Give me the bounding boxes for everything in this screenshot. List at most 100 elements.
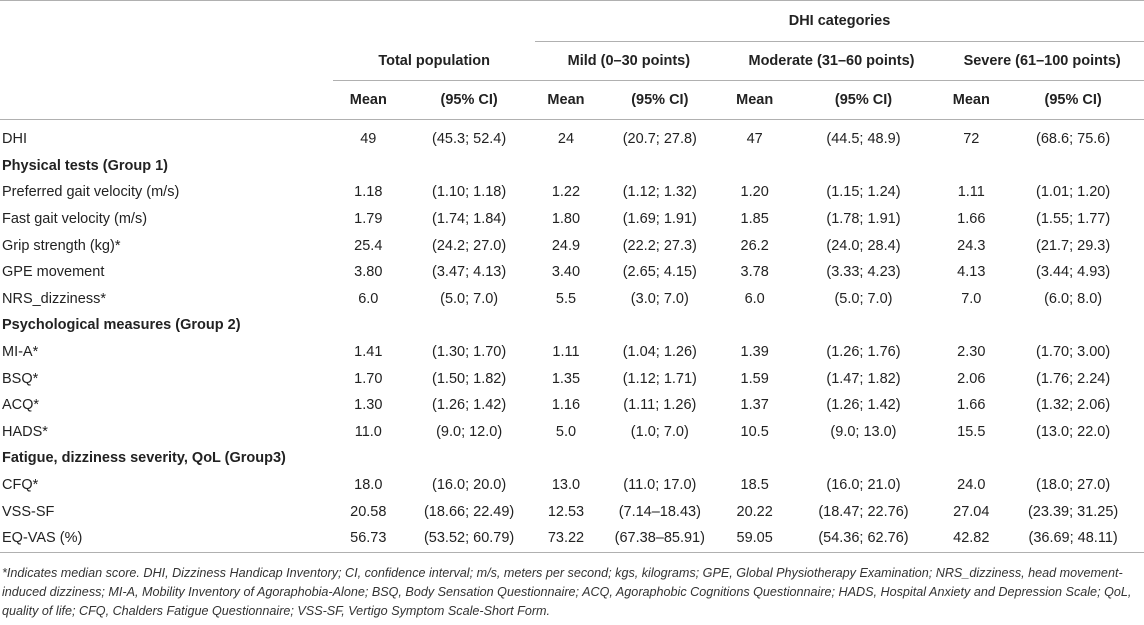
row-label: NRS_dizziness* [2, 290, 106, 307]
ci-cell: (45.3; 52.4) [432, 131, 507, 148]
ci-cell: (1.47; 1.82) [826, 370, 901, 387]
ci-cell: (24.2; 27.0) [432, 237, 507, 254]
ci-cell: (2.65; 4.15) [622, 264, 697, 281]
ci-header: (95% CI) [1002, 80, 1144, 120]
table-row: DHI 49 (45.3; 52.4) 24 (20.7; 27.8) 47 (44.5; … [0, 126, 1144, 153]
ci-cell: (23.39; 31.25) [1027, 503, 1119, 520]
mean-cell: 1.22 [551, 184, 581, 201]
ci-cell: (1.74; 1.84) [432, 211, 507, 228]
ci-cell: (1.12; 1.32) [622, 184, 697, 201]
ci-cell: (18.47; 22.76) [818, 503, 909, 520]
mean-cell: 25.4 [354, 237, 383, 254]
ci-cell: (13.0; 22.0) [1036, 423, 1111, 440]
mean-cell: 2.30 [957, 344, 986, 361]
mean-cell: 13.0 [551, 477, 581, 494]
mean-cell: 24.9 [551, 237, 581, 254]
mean-cell: 47 [746, 131, 763, 148]
section-row: Psychological measures (Group 2) [0, 312, 1144, 339]
ci-cell: (1.69; 1.91) [622, 211, 697, 228]
row-label: VSS-SF [2, 503, 55, 520]
ci-cell: (1.01; 1.20) [1036, 184, 1111, 201]
ci-header: (95% CI) [786, 80, 941, 120]
ci-cell: (53.52; 60.79) [403, 524, 535, 553]
row-label: MI-A* [2, 344, 39, 361]
mean-cell: 1.59 [740, 370, 769, 387]
ci-cell: (36.69; 48.11) [1002, 524, 1144, 553]
ci-cell: (1.11; 1.26) [623, 397, 697, 414]
ci-cell: (1.55; 1.77) [1036, 211, 1111, 228]
mean-cell: 1.30 [354, 397, 383, 414]
mean-cell: 1.41 [354, 344, 383, 361]
ci-cell: (1.30; 1.70) [432, 344, 507, 361]
section-row: Fatigue, dizziness severity, QoL (Group3… [0, 445, 1144, 472]
table-row: Grip strength (kg)* 25.4 (24.2; 27.0) 24.9 (… [0, 232, 1144, 259]
mean-cell: 6.0 [358, 290, 379, 307]
ci-cell: (3.47; 4.13) [432, 264, 507, 281]
ci-cell: (1.12; 1.71) [622, 370, 697, 387]
mean-cell: 12.53 [547, 503, 585, 520]
mean-cell: 5.0 [555, 423, 577, 440]
ci-cell: (5.0; 7.0) [440, 290, 499, 307]
mean-cell: 1.79 [354, 211, 383, 228]
ci-cell: (9.0; 13.0) [830, 423, 897, 440]
row-label: ACQ* [2, 397, 40, 414]
ci-header: (95% CI) [596, 80, 723, 120]
mean-cell: 1.66 [957, 397, 986, 414]
mean-header: Mean [535, 80, 597, 120]
column-total-population: Total population [333, 41, 535, 81]
header-row-group: DHI categories [0, 0, 1144, 42]
mean-cell: 4.13 [957, 264, 986, 281]
mean-cell: 20.22 [736, 503, 773, 520]
table-row: Preferred gait velocity (m/s) 1.18 (1.10; … [0, 179, 1144, 206]
mean-cell: 1.66 [957, 211, 986, 228]
mean-cell: 10.5 [740, 423, 769, 440]
mean-cell: 20.58 [350, 503, 387, 520]
mean-cell: 7.0 [961, 290, 982, 307]
section-row: Physical tests (Group 1) [0, 153, 1144, 180]
mean-cell: 18.5 [740, 477, 769, 494]
header-row-stats: Mean (95% CI) Mean (95% CI) Mean (95% CI… [0, 80, 1144, 120]
mean-header: Mean [940, 80, 1003, 120]
ci-cell: (1.32; 2.06) [1036, 397, 1111, 414]
table-row: CFQ* 18.0 (16.0; 20.0) 13.0 (11.0; 17.0) 18.5… [0, 472, 1144, 499]
row-label: Preferred gait velocity (m/s) [2, 184, 180, 201]
mean-cell: 49 [360, 131, 377, 148]
ci-cell: (5.0; 7.0) [834, 290, 893, 307]
mean-cell: 24.0 [957, 477, 986, 494]
ci-header: (95% CI) [403, 80, 535, 120]
ci-cell: (1.0; 7.0) [630, 423, 689, 440]
dhi-categories-heading: DHI categories [535, 0, 1144, 42]
ci-cell: (18.0; 27.0) [1036, 477, 1111, 494]
ci-cell: (44.5; 48.9) [826, 131, 901, 148]
mean-cell: 1.11 [552, 344, 580, 361]
ci-cell: (54.36; 62.76) [786, 524, 941, 553]
mean-cell: 56.73 [333, 524, 404, 553]
column-moderate: Moderate (31–60 points) [722, 41, 941, 81]
mean-cell: 73.22 [535, 524, 597, 553]
mean-cell: 1.11 [957, 184, 985, 201]
mean-cell: 2.06 [957, 370, 986, 387]
ci-cell: (1.50; 1.82) [432, 370, 507, 387]
ci-cell: (67.38–85.91) [596, 524, 723, 553]
row-label: Grip strength (kg)* [2, 237, 121, 254]
ci-cell: (16.0; 21.0) [826, 477, 901, 494]
row-label: EQ-VAS (%) [0, 524, 334, 553]
mean-cell: 3.78 [740, 264, 769, 281]
ci-cell: (6.0; 8.0) [1044, 290, 1103, 307]
row-label: GPE movement [2, 264, 105, 281]
ci-cell: (1.78; 1.91) [826, 211, 901, 228]
row-label: BSQ* [2, 370, 39, 387]
mean-cell: 27.04 [953, 503, 990, 520]
mean-cell: 26.2 [740, 237, 769, 254]
ci-cell: (18.66; 22.49) [423, 503, 515, 520]
mean-cell: 1.85 [740, 211, 769, 228]
ci-cell: (1.26; 1.42) [826, 397, 901, 414]
mean-cell: 42.82 [940, 524, 1003, 553]
mean-cell: 1.35 [551, 370, 581, 387]
row-label: DHI [2, 131, 27, 148]
ci-cell: (68.6; 75.6) [1036, 131, 1111, 148]
mean-cell: 11.0 [354, 423, 382, 440]
ci-cell: (1.70; 3.00) [1036, 344, 1111, 361]
mean-cell: 15.5 [957, 423, 986, 440]
